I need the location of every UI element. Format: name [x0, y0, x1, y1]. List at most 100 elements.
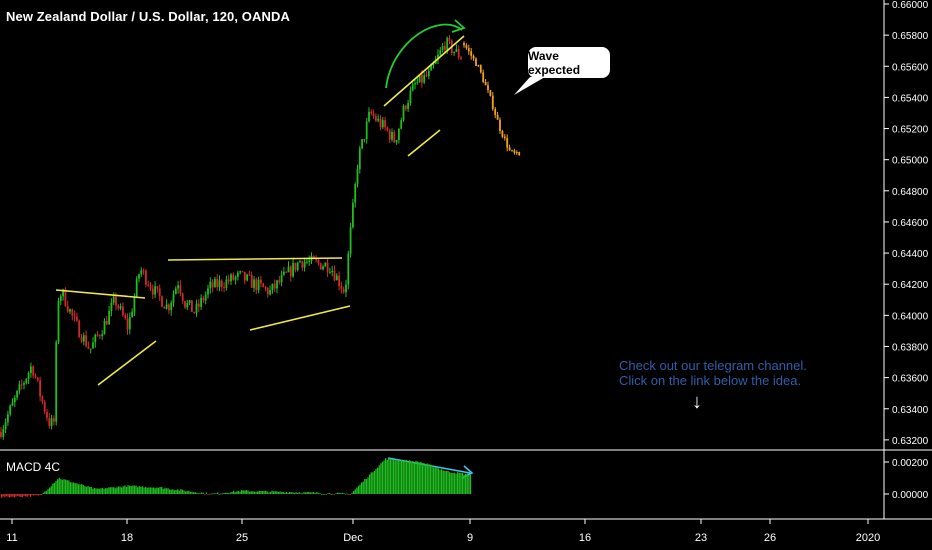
macd-bar: [404, 460, 406, 494]
candle-body: [170, 302, 173, 311]
macd-bar: [247, 490, 249, 494]
candle-body: [200, 297, 202, 307]
projected-body: [506, 138, 509, 148]
candle-body: [78, 320, 81, 338]
candle-body: [301, 261, 304, 268]
macd-bar: [293, 492, 296, 494]
macd-bar: [231, 491, 233, 494]
macd-bar: [186, 491, 188, 494]
macd-bar: [465, 473, 467, 494]
candle-body: [165, 304, 168, 309]
candle-body: [82, 335, 85, 342]
macd-bar: [429, 464, 432, 494]
macd-bar: [397, 460, 400, 494]
macd-bar: [340, 493, 342, 494]
candle-body: [296, 262, 299, 270]
macd-bar: [271, 490, 273, 494]
macd-bar: [117, 486, 120, 494]
candle-body: [193, 311, 196, 313]
candle-body: [151, 288, 154, 295]
macd-bar: [26, 494, 28, 497]
candle-body: [398, 128, 400, 141]
macd-bar: [388, 458, 390, 494]
promo-line-1: Check out our telegram channel.: [619, 358, 807, 373]
macd-bar: [413, 462, 416, 494]
candle-body: [232, 274, 235, 280]
macd-bar: [193, 492, 195, 494]
wave-expected-callout: Wave expected: [528, 47, 610, 78]
macd-bar: [170, 489, 172, 494]
macd-bar: [89, 486, 91, 494]
candle-body: [96, 334, 99, 336]
candle-body: [48, 417, 51, 427]
candle-body: [342, 289, 345, 293]
candle-body: [280, 274, 283, 283]
candle-body: [407, 103, 409, 109]
macd-bar: [437, 468, 440, 494]
candle-body: [135, 278, 138, 297]
candle-body: [108, 310, 110, 325]
macd-bar: [263, 490, 265, 494]
macd-bar: [354, 489, 356, 494]
candle-body: [460, 57, 462, 60]
macd-bar: [341, 492, 344, 494]
macd-bar: [322, 493, 324, 495]
candle-body: [370, 111, 373, 114]
candle-body: [257, 279, 260, 291]
macd-bar: [239, 491, 241, 494]
macd-bar: [65, 479, 67, 494]
projected-body: [484, 81, 487, 86]
macd-bar: [44, 491, 46, 494]
candle-body: [94, 334, 97, 343]
projected-body: [515, 152, 518, 154]
macd-bar: [183, 490, 185, 494]
macd-bar: [287, 493, 289, 494]
macd-bar: [74, 483, 76, 494]
macd-bar: [244, 490, 246, 494]
macd-bar: [402, 461, 404, 494]
candle-body: [92, 342, 94, 349]
macd-bar: [42, 492, 44, 494]
candle-body: [278, 280, 281, 283]
macd-bar: [226, 492, 228, 494]
y-tick-label: 0.63800: [892, 342, 929, 353]
projected-body: [508, 147, 511, 151]
candle-body: [453, 51, 455, 54]
macd-bar: [337, 492, 339, 494]
candle-body: [172, 294, 175, 303]
candle-body: [439, 50, 442, 55]
y-tick-label: 0.64000: [892, 311, 929, 322]
macd-bar: [359, 484, 361, 494]
macd-bar: [391, 459, 393, 494]
projected-body: [499, 119, 501, 131]
candle-body: [50, 418, 53, 427]
candle-body: [124, 315, 127, 319]
macd-bar: [389, 458, 392, 494]
candle-body: [73, 315, 76, 317]
candle-body: [308, 260, 311, 262]
candle-body: [409, 90, 412, 104]
projected-body: [511, 150, 513, 152]
macd-bar: [461, 473, 464, 494]
macd-bar: [362, 481, 364, 494]
candle-body: [384, 120, 386, 128]
candle-body: [23, 382, 25, 385]
candle-body: [368, 111, 370, 122]
candle-body: [2, 429, 5, 437]
candle-body: [211, 281, 214, 288]
macd-bar: [313, 492, 315, 494]
macd-bar: [434, 467, 436, 494]
macd-bar: [196, 492, 198, 494]
macd-bar: [453, 473, 456, 494]
macd-bar: [36, 494, 38, 496]
macd-bar: [154, 488, 156, 494]
candle-body: [36, 377, 39, 381]
candle-body: [421, 74, 423, 83]
macd-bar: [178, 490, 180, 494]
macd-bar: [71, 482, 73, 494]
macd-bar: [346, 493, 348, 495]
macd-tick-label: 0.00000: [892, 490, 929, 501]
macd-bar: [18, 494, 20, 497]
candle-body: [329, 271, 331, 273]
macd-bar: [297, 492, 299, 494]
